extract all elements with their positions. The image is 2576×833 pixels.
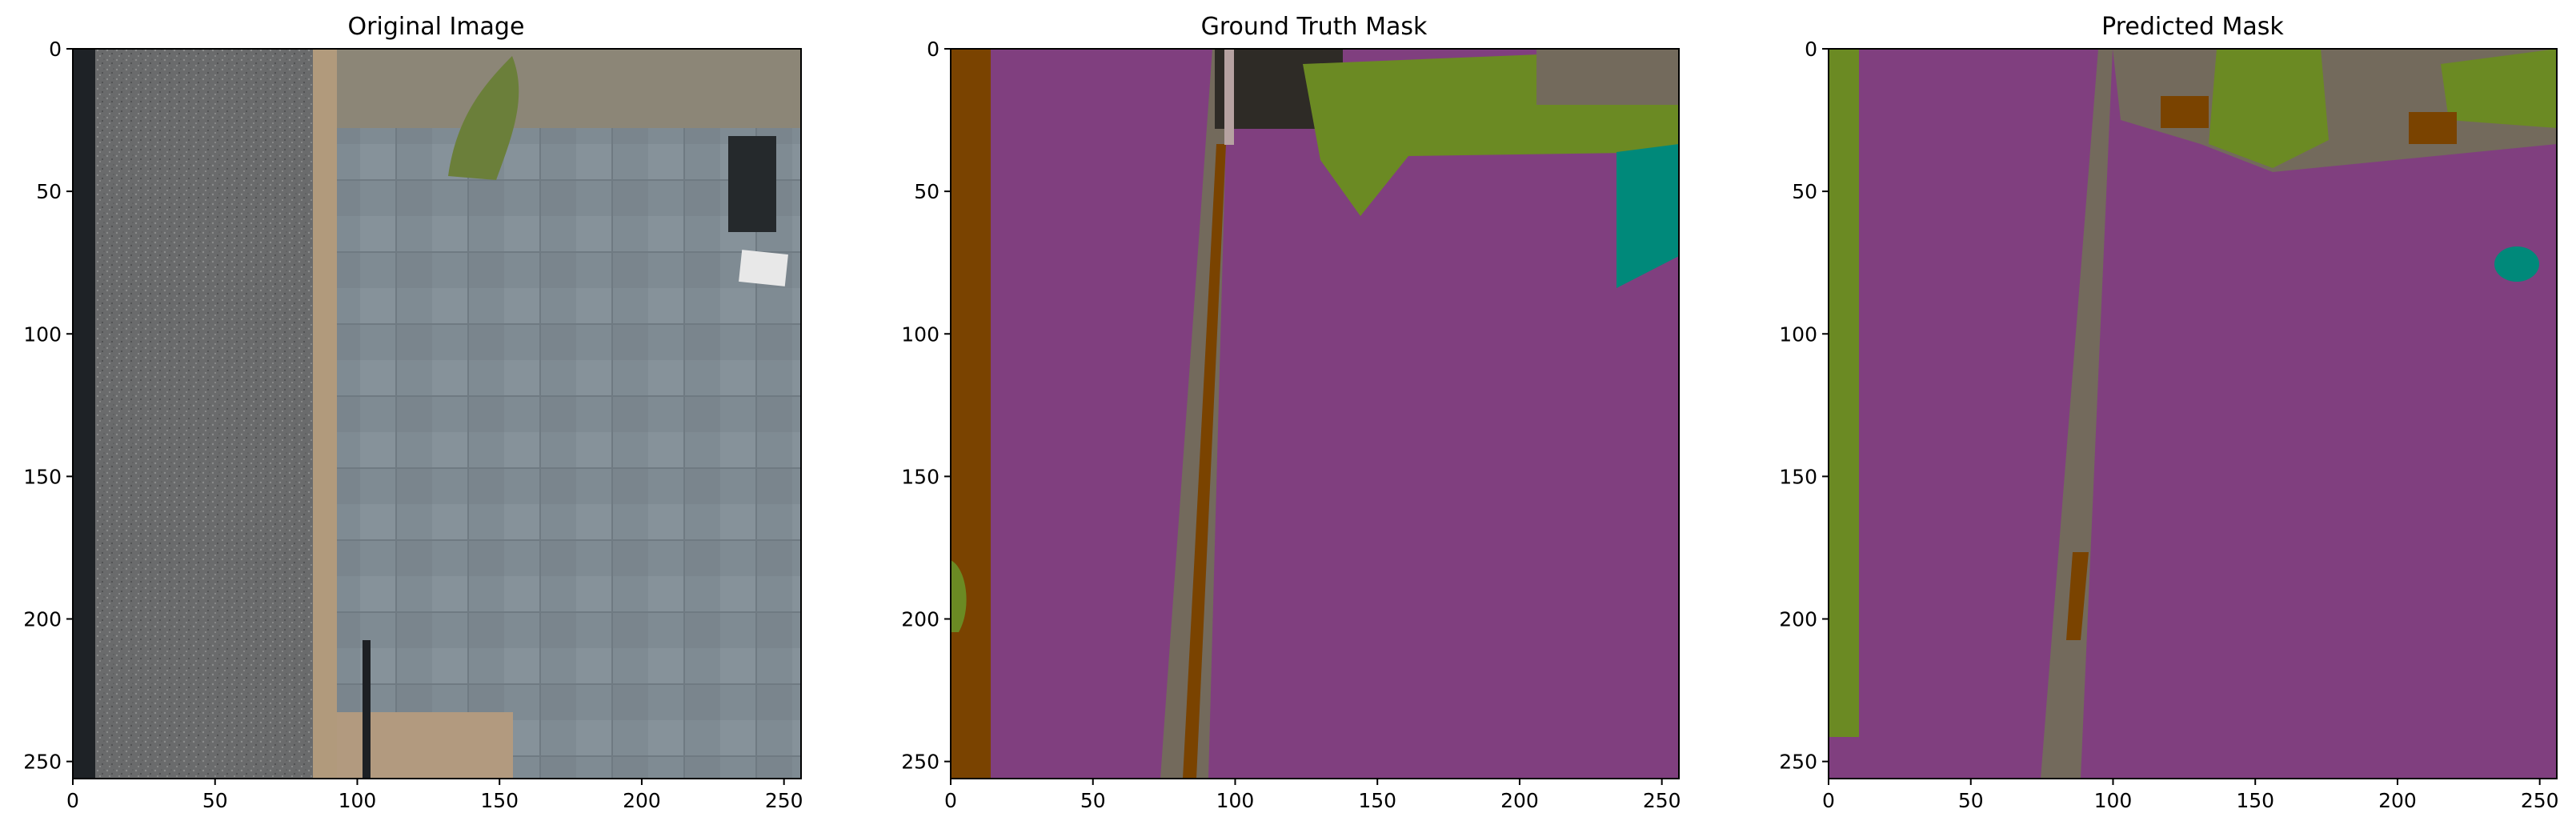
mask-gray-top: [1536, 49, 1679, 105]
predicted-mask: [1829, 49, 2557, 779]
x-tick-label: 200: [1500, 789, 1539, 812]
mask-gray-stripe: [1160, 49, 1228, 779]
y-tick-label: 0: [927, 38, 939, 61]
mask-brown-patch-right: [2409, 112, 2457, 144]
mask-brown-stripe: [1183, 144, 1226, 779]
y-tick-label: 100: [1779, 322, 1817, 346]
x-tick-label: 150: [1358, 789, 1396, 812]
x-tick-label: 200: [2378, 789, 2417, 812]
mask-gray-stripe: [2041, 49, 2113, 779]
mask-teal: [2494, 246, 2539, 282]
x-tick-label: 100: [339, 789, 377, 812]
y-tick-label: 150: [901, 465, 939, 488]
mask-green-left: [1829, 49, 1859, 737]
mask-purple: [1829, 49, 2557, 779]
y-tick-label: 50: [1792, 180, 1817, 203]
mask-pink-top: [1224, 49, 1234, 145]
aerial-patio-image: [73, 49, 801, 779]
y-tick-label: 150: [1779, 465, 1817, 488]
dark-shadow: [728, 136, 776, 232]
panel-original: Original Image 0 50 100 150 200 2500501001502…: [23, 13, 803, 812]
x-tick-label: 100: [1216, 789, 1255, 812]
paving-area: [337, 128, 801, 779]
mask-teal: [1617, 144, 1679, 288]
x-tick-label: 0: [944, 789, 957, 812]
x-tick-label: 150: [2236, 789, 2274, 812]
y-tick-label: 150: [23, 465, 62, 488]
axes-frame: [950, 48, 1680, 779]
panel-gt: Ground Truth Mask 0 50 100 150 200 2500501001…: [901, 13, 1681, 812]
mask-brown-patch: [2161, 96, 2209, 128]
y-tick-label: 50: [914, 180, 939, 203]
dark-left-edge: [73, 49, 95, 779]
x-tick-label: 250: [765, 789, 803, 812]
y-tick-label: 50: [36, 180, 62, 203]
mask-green-top-right: [2441, 49, 2557, 128]
mask-green-left: [951, 560, 967, 632]
mask-brown-stripe: [2066, 552, 2089, 640]
panel-title: Predicted Mask: [2101, 13, 2284, 41]
x-tick-label: 100: [2094, 789, 2133, 812]
tan-border: [313, 49, 337, 779]
x-tick-label: 0: [66, 789, 79, 812]
x-tick-label: 50: [202, 789, 228, 812]
mask-purple: [951, 49, 1679, 779]
axes-frame: [72, 48, 802, 779]
top-planting: [337, 49, 801, 128]
mask-green-top: [2209, 49, 2329, 168]
panel-title: Ground Truth Mask: [1201, 13, 1428, 41]
axes-frame: [1828, 48, 2558, 779]
y-tick-label: 0: [49, 38, 62, 61]
y-tick-label: 100: [901, 322, 939, 346]
panel-title: Original Image: [348, 13, 525, 41]
x-tick-label: 150: [480, 789, 519, 812]
x-tick-label: 50: [1080, 789, 1106, 812]
gravel-area: [73, 49, 313, 779]
x-tick-label: 200: [623, 789, 661, 812]
white-object: [739, 250, 788, 286]
y-tick-label: 200: [901, 608, 939, 631]
plant-shape: [448, 56, 519, 180]
y-tick-label: 250: [901, 751, 939, 774]
pole-shadow: [363, 640, 371, 779]
x-tick-label: 250: [2521, 789, 2559, 812]
y-tick-label: 200: [23, 608, 62, 631]
x-tick-label: 250: [1643, 789, 1681, 812]
y-tick-label: 250: [23, 751, 62, 774]
mask-brown-strip: [951, 49, 991, 779]
y-tick-label: 200: [1779, 608, 1817, 631]
panel-pred: Predicted Mask 0 50 100 150 200 2500501001502…: [1779, 13, 2558, 812]
y-tick-label: 250: [1779, 751, 1817, 774]
x-tick-label: 0: [1822, 789, 1835, 812]
ground-truth-mask: [951, 49, 1679, 779]
y-tick-label: 100: [23, 322, 62, 346]
x-tick-label: 50: [1958, 789, 1984, 812]
y-tick-label: 0: [1805, 38, 1817, 61]
